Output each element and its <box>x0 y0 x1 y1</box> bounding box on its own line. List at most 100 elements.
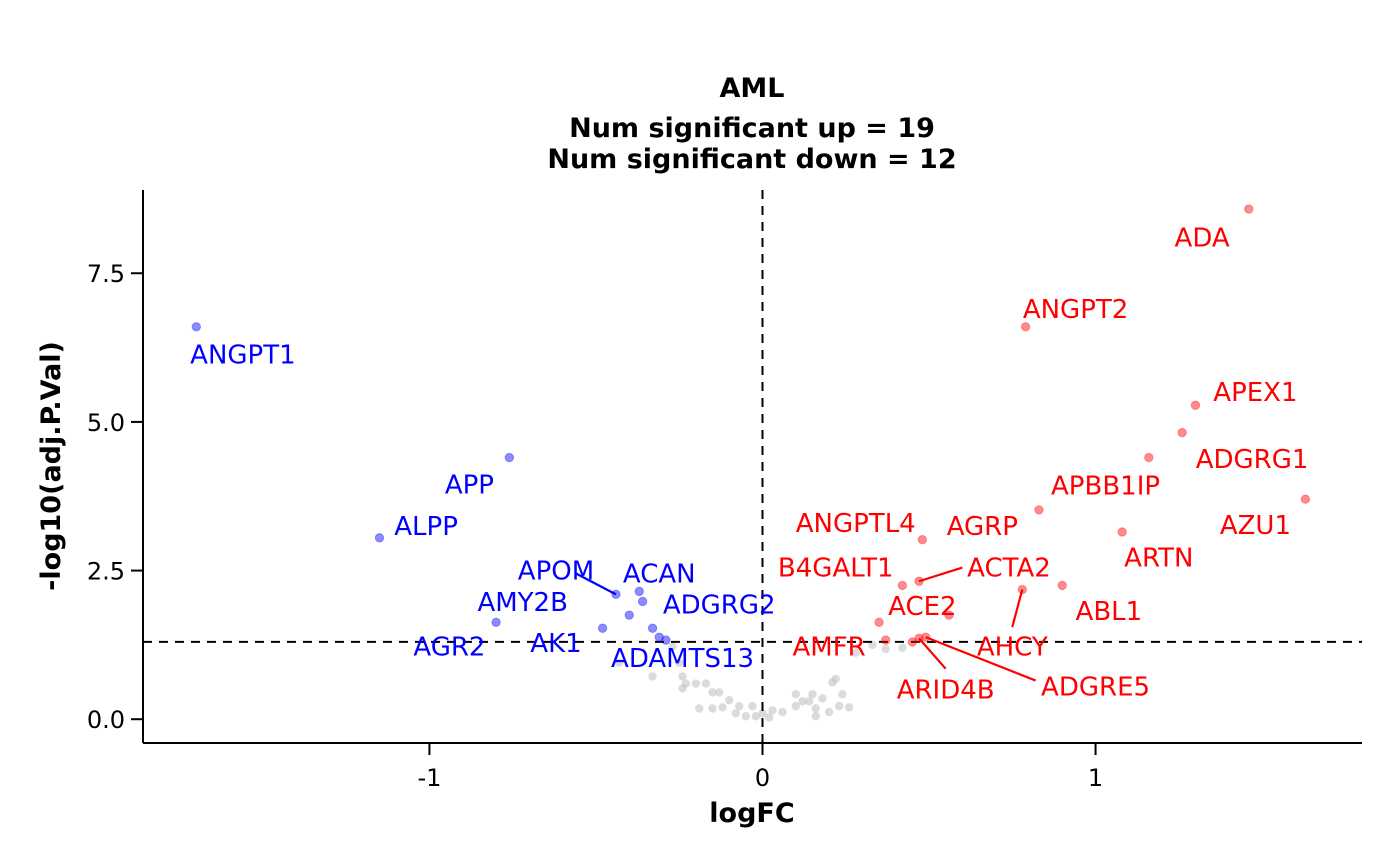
gene-label: ACAN <box>623 560 696 590</box>
plot-area: -1 0 1 0.0 2.5 5.0 7.5 ADA ANGPT2 APEX1 ADGRG1 APBB… <box>87 190 1362 792</box>
gene-label: APEX1 <box>1213 378 1297 408</box>
x-tick-label: 1 <box>1088 764 1103 792</box>
up-point <box>1190 400 1201 410</box>
ns-point <box>804 697 814 706</box>
gene-label: AHCY <box>977 633 1048 663</box>
up-point <box>1057 580 1067 591</box>
gene-label: AMFR <box>792 633 865 663</box>
up-point <box>1144 452 1154 463</box>
ns-point <box>734 701 744 711</box>
gene-label: AGRP <box>947 512 1018 542</box>
ns-point <box>791 690 800 699</box>
ns-point <box>648 672 657 681</box>
up-point <box>917 534 928 545</box>
up-point <box>897 580 908 591</box>
ns-point <box>844 703 854 712</box>
up-point <box>1300 494 1311 504</box>
ns-point <box>691 679 701 688</box>
gene-label: ADA <box>1175 224 1230 254</box>
ns-point <box>678 684 687 693</box>
down-point <box>191 322 201 332</box>
ns-point <box>718 703 727 712</box>
down-point <box>491 617 501 627</box>
ns-point <box>695 704 704 713</box>
ns-point <box>851 648 860 657</box>
up-point <box>1020 322 1031 332</box>
up-point <box>944 610 954 620</box>
ns-point <box>758 709 767 718</box>
gene-label: ANGPTL4 <box>796 509 916 539</box>
ns-point <box>731 709 741 718</box>
down-point <box>654 632 664 642</box>
ns-point <box>708 688 717 697</box>
down-point <box>624 610 634 620</box>
gene-label: ACE2 <box>888 592 956 622</box>
down-point <box>661 635 671 645</box>
y-tick-label: 0.0 <box>87 706 125 734</box>
ns-point <box>811 704 820 713</box>
label-leader-line <box>925 636 1037 682</box>
label-leader-line <box>1011 589 1024 628</box>
ns-point <box>834 701 844 711</box>
label-leader-line <box>575 572 617 596</box>
y-axis-title: -log10(adj.P.Val) <box>36 341 67 591</box>
ns-point <box>881 644 890 654</box>
ns-point <box>808 690 817 699</box>
x-tick-label: 0 <box>755 764 770 792</box>
gene-label: ADGRG2 <box>663 590 776 620</box>
header: AML Num significant up = 19 Num signific… <box>547 73 956 175</box>
gene-label: ANGPT2 <box>1023 295 1129 325</box>
up-point <box>874 617 884 627</box>
ns-point <box>831 674 840 683</box>
ns-point <box>764 713 774 722</box>
up-point <box>1244 204 1254 214</box>
gene-label: ALPP <box>394 512 458 542</box>
up-point <box>881 635 891 645</box>
up-point <box>907 637 918 647</box>
gene-label: ADAMTS13 <box>611 644 754 674</box>
gene-label: ADGRG1 <box>1196 445 1309 475</box>
ns-point <box>714 688 724 697</box>
gene-label: B4GALT1 <box>778 554 894 584</box>
ns-point <box>898 643 907 653</box>
ns-point <box>708 704 717 713</box>
y-tick-label: 5.0 <box>87 409 125 437</box>
up-point <box>1117 527 1127 537</box>
ns-point <box>751 712 761 721</box>
chart-subtitle-down: Num significant down = 12 <box>547 144 956 175</box>
ns-point <box>798 697 807 706</box>
down-point <box>634 586 644 597</box>
label-leader-line <box>918 566 963 583</box>
gene-label: ACTA2 <box>967 554 1051 584</box>
ns-point <box>678 672 687 681</box>
down-point <box>597 623 608 633</box>
ns-point <box>768 706 777 715</box>
label-leader-line <box>918 637 947 670</box>
y-tick-label: 7.5 <box>87 260 125 288</box>
ns-point <box>701 679 711 688</box>
chart-subtitle-up: Num significant up = 19 <box>569 113 935 144</box>
gene-label: ADGRE5 <box>1041 673 1150 703</box>
ns-point <box>748 701 757 711</box>
gene-label: ARID4B <box>897 675 995 705</box>
gene-label: APBB1IP <box>1051 472 1160 502</box>
up-point <box>1034 505 1044 515</box>
down-point <box>637 596 648 607</box>
ns-point <box>838 690 847 699</box>
gene-label: AZU1 <box>1220 511 1291 541</box>
ns-point <box>811 712 820 721</box>
gene-label: AMY2B <box>477 588 567 618</box>
gene-label: ANGPT1 <box>190 341 296 371</box>
gene-label: AK1 <box>530 629 581 659</box>
up-point <box>1177 427 1187 438</box>
ns-point <box>824 707 834 717</box>
gene-label: AGR2 <box>413 633 485 663</box>
gene-label: APP <box>445 470 494 500</box>
chart-title: AML <box>720 73 785 104</box>
down-point <box>504 452 515 463</box>
x-axis-title: logFC <box>709 798 794 829</box>
ns-point <box>668 642 677 651</box>
gene-label: ABL1 <box>1076 597 1143 627</box>
down-point <box>374 533 385 543</box>
